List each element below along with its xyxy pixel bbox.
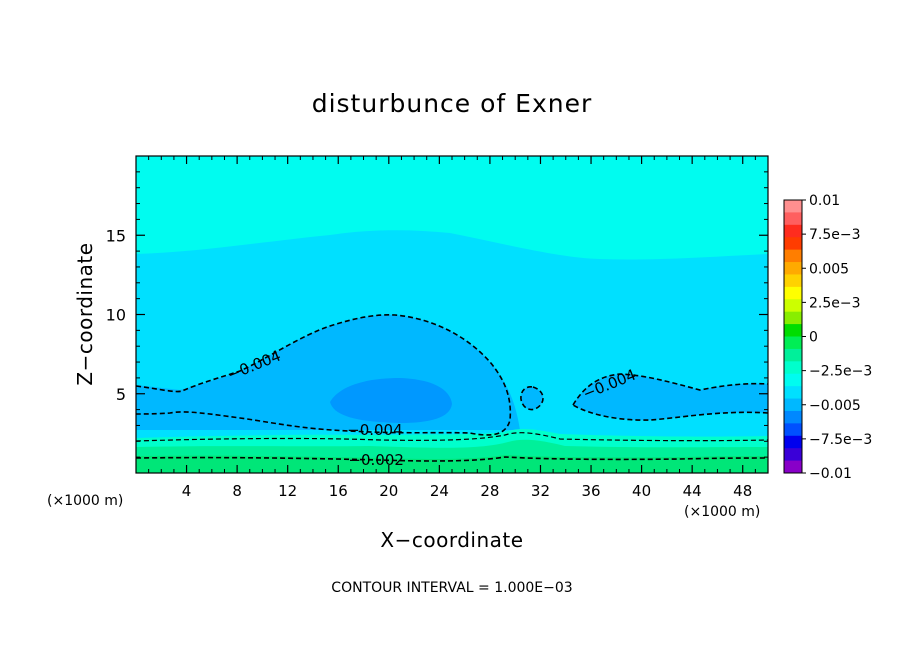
colorbar-swatch	[784, 423, 802, 437]
contour-label: −0.002	[348, 451, 404, 469]
colorbar-swatch	[784, 286, 802, 300]
colorbar-swatch	[784, 348, 802, 362]
y-tick-label: 10	[106, 306, 126, 325]
x-axis-label: X−coordinate	[380, 528, 523, 552]
colorbar-swatch	[784, 262, 802, 275]
colorbar-tick-label: −0.01	[809, 466, 852, 482]
x-tick-label: 20	[379, 482, 398, 500]
colorbar-swatch	[784, 237, 802, 251]
contour-interval-note: CONTOUR INTERVAL = 1.000E−03	[331, 580, 572, 596]
y-tick-label: 15	[106, 226, 126, 245]
x-tick-label: 32	[531, 482, 550, 500]
x-tick-label: 36	[581, 482, 600, 500]
colorbar-swatch	[784, 324, 802, 337]
plot-area: −0.004−0.004−0.002−0.004	[136, 156, 768, 473]
colorbar-labels: 0.01 7.5e−3 0.005 2.5e−3 0 −2.5e−3 −0.005 −7.5e…	[802, 193, 872, 482]
x-tick-label: 24	[430, 482, 449, 500]
x-tick-label: 48	[733, 482, 752, 500]
y-axis-ticks: 5 10 15	[106, 171, 768, 458]
x-tick-label: 8	[232, 482, 242, 500]
colorbar-swatch	[784, 373, 802, 387]
contour-lines	[136, 314, 768, 462]
colorbar-swatch	[784, 398, 802, 412]
chart-title: disturbunce of Exner	[312, 89, 593, 118]
colorbar-tick-label: −0.005	[809, 398, 861, 414]
colorbar-swatch	[784, 274, 802, 288]
colorbar-tick-label: 0.005	[809, 261, 849, 277]
x-axis-unit-left: (×1000 m)	[47, 493, 123, 509]
contour-line-004-bubble	[520, 386, 544, 411]
region-core	[330, 378, 452, 423]
x-tick-label: 12	[278, 482, 297, 500]
y-axis-label: Z−coordinate	[73, 242, 97, 385]
x-tick-label: 4	[182, 482, 192, 500]
x-axis-ticks: 4 8 12 16 20 24 28 32 36 40 44 48	[148, 156, 756, 500]
colorbar-swatch	[784, 460, 802, 474]
x-tick-label: 28	[480, 482, 499, 500]
x-tick-label: 40	[632, 482, 651, 500]
colorbar-swatch	[784, 299, 802, 313]
colorbar-tick-label: −2.5e−3	[809, 364, 872, 380]
colorbar-swatch	[784, 336, 802, 350]
x-axis-unit-right: (×1000 m)	[684, 504, 760, 520]
x-tick-label: 16	[329, 482, 348, 500]
colorbar-swatch	[784, 386, 802, 400]
colorbar-tick-label: 0.01	[809, 193, 840, 209]
contour-line-004-right	[572, 373, 768, 421]
colorbar-tick-label: 2.5e−3	[809, 295, 861, 311]
colorbar-tick-label: 7.5e−3	[809, 227, 861, 243]
colorbar-tick-label: −7.5e−3	[809, 432, 872, 448]
colorbar-swatch	[784, 435, 802, 449]
colorbar-swatch	[784, 361, 802, 375]
colorbar-tick-label: 0	[809, 330, 818, 346]
colorbar	[783, 199, 803, 474]
y-tick-label: 5	[116, 385, 126, 404]
colorbar-swatch	[784, 448, 802, 462]
colorbar-swatch	[784, 311, 802, 325]
x-tick-label: 44	[683, 482, 702, 500]
colorbar-swatch	[784, 224, 802, 238]
region-low-level-bubble	[520, 386, 544, 410]
colorbar-swatch	[784, 200, 802, 213]
colorbar-swatch	[784, 212, 802, 226]
contour-label: −0.004	[347, 421, 403, 439]
contour-line-002	[136, 456, 768, 462]
contour-line-003	[136, 432, 768, 442]
colorbar-swatch	[784, 249, 802, 263]
contour-line-004-upper	[136, 314, 512, 436]
region-low-level-right	[573, 374, 768, 421]
colorbar-swatch	[784, 410, 802, 424]
